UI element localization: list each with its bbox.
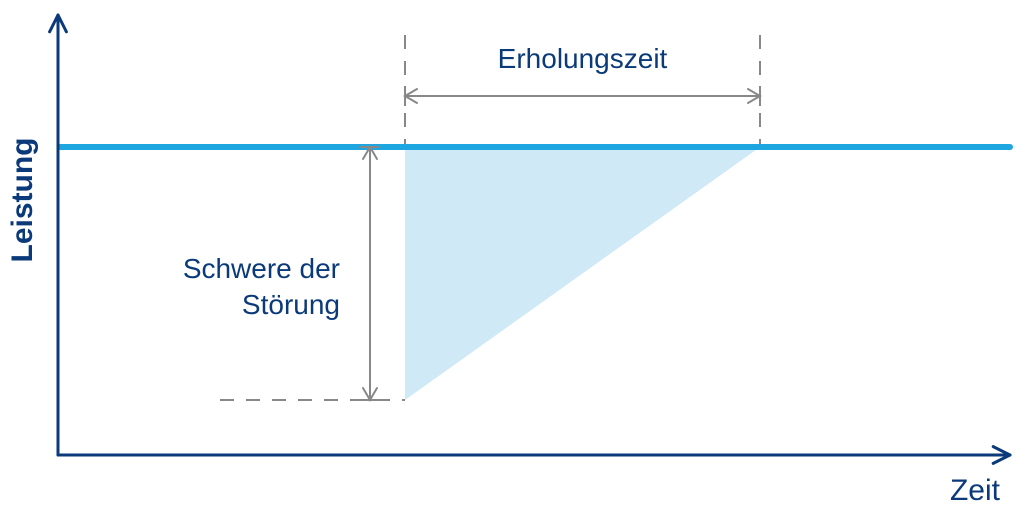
severity-label-line1: Schwere der (183, 253, 340, 284)
recovery-label: Erholungszeit (498, 43, 668, 74)
y-axis-label: Leistung (6, 138, 39, 263)
disturbance-triangle (405, 147, 760, 400)
resilience-diagram: Erholungszeit Schwere der Störung Leistung Z… (0, 0, 1024, 516)
severity-label-line2: Störung (242, 289, 340, 320)
x-axis-label: Zeit (950, 474, 1001, 507)
